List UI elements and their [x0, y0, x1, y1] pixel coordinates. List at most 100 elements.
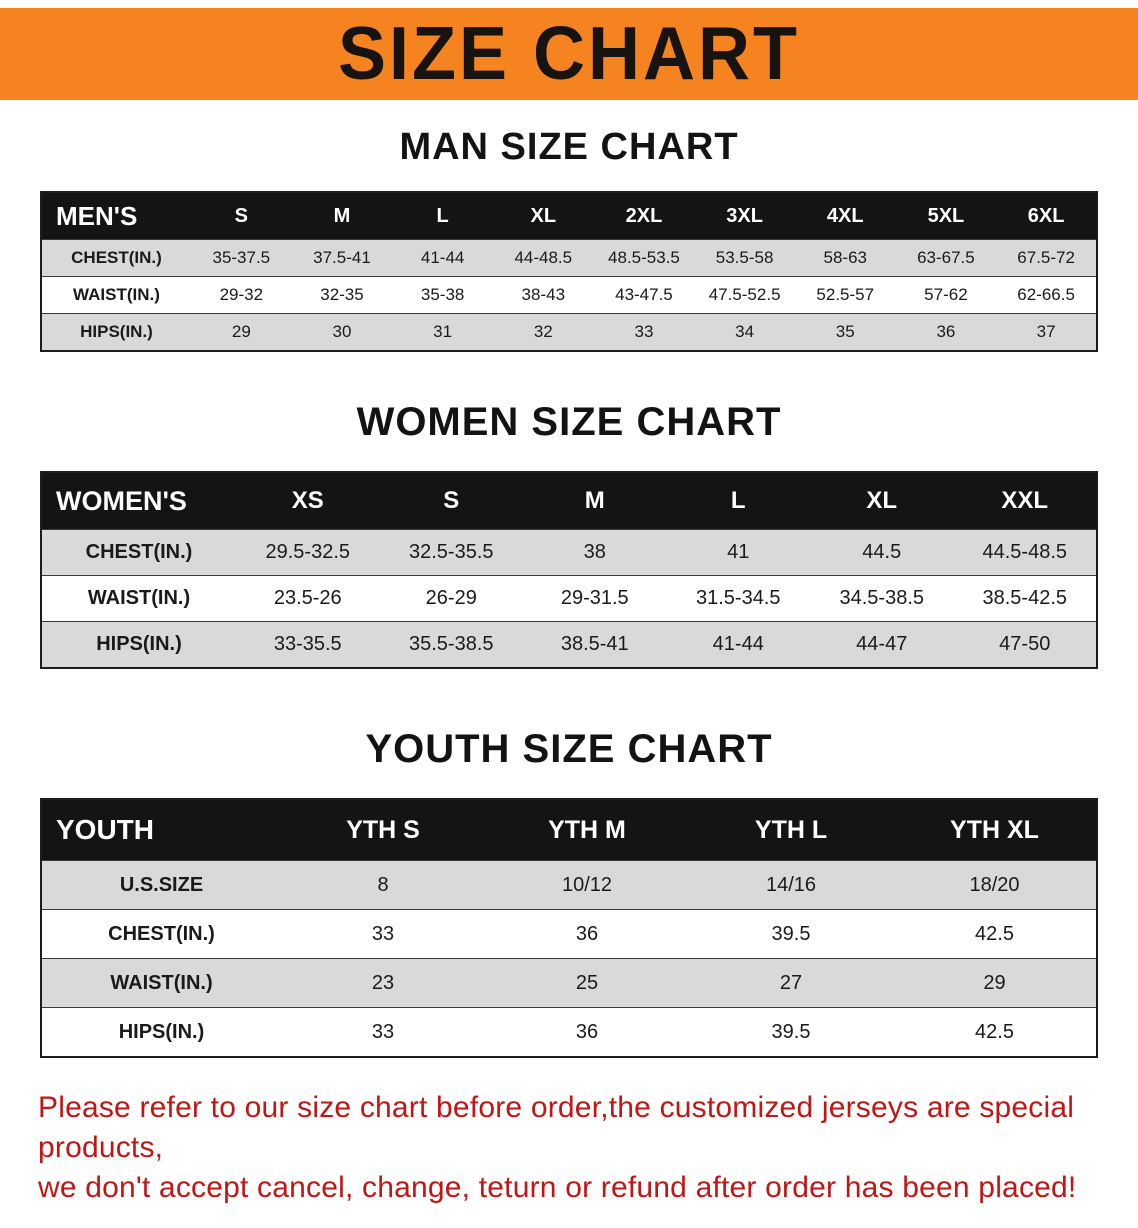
measurement-value-cell: 44.5-48.5 — [953, 529, 1097, 576]
measurement-value-cell: 35-37.5 — [191, 239, 292, 277]
measurement-value-cell: 44-48.5 — [492, 239, 594, 277]
measurement-value-cell: 35 — [794, 313, 896, 352]
youth-size-chart-heading: YOUTH SIZE CHART — [365, 727, 773, 771]
table-row: WAIST(IN.) 29-32 32-35 35-38 38-43 43-47.5 47.… — [41, 276, 1097, 314]
measurement-value-cell: 36 — [485, 1007, 689, 1058]
size-column-header-cell: 5XL — [895, 192, 997, 240]
measurement-value-cell: 33 — [593, 313, 695, 352]
measurement-value-cell: 10/12 — [485, 860, 689, 910]
table-row: HIPS(IN.) 33 36 39.5 42.5 — [41, 1007, 1097, 1058]
table-row: CHEST(IN.) 33 36 39.5 42.5 — [41, 909, 1097, 959]
size-column-header-cell: XS — [236, 472, 380, 530]
measurement-value-cell: 47.5-52.5 — [694, 276, 795, 314]
measurement-value-cell: 32-35 — [291, 276, 393, 314]
measurement-value-cell: 33-35.5 — [236, 621, 380, 669]
size-column-header-cell: YTH L — [689, 799, 893, 861]
measurement-value-cell: 67.5-72 — [996, 239, 1097, 277]
footer-disclaimer-line1: Please refer to our size chart before or… — [38, 1091, 1075, 1164]
row-label-cell: WAIST(IN.) — [41, 276, 191, 314]
size-column-header-cell: 2XL — [593, 192, 695, 240]
measurement-value-cell: 26-29 — [379, 575, 523, 622]
measurement-value-cell: 48.5-53.5 — [593, 239, 695, 277]
measurement-value-cell: 37.5-41 — [291, 239, 393, 277]
size-column-header-cell: 6XL — [996, 192, 1097, 240]
table-row: U.S.SIZE 8 10/12 14/16 18/20 — [41, 860, 1097, 910]
measurement-value-cell: 39.5 — [689, 1007, 893, 1058]
size-column-header-cell: L — [392, 192, 493, 240]
size-column-header-cell: YTH M — [485, 799, 689, 861]
measurement-value-cell: 29-31.5 — [523, 575, 667, 622]
row-label-cell: WAIST(IN.) — [41, 575, 236, 622]
table-header-row: MEN'S S M L XL 2XL 3XL 4XL 5XL 6XL — [41, 192, 1097, 240]
table-row: HIPS(IN.) 33-35.5 35.5-38.5 38.5-41 41-44 44-… — [41, 621, 1097, 669]
table-row: WAIST(IN.) 23.5-26 26-29 29-31.5 31.5-34.5 34… — [41, 575, 1097, 622]
measurement-value-cell: 37 — [996, 313, 1097, 352]
size-column-header-cell: M — [523, 472, 667, 530]
size-column-header-cell: 4XL — [794, 192, 896, 240]
measurement-value-cell: 44-47 — [810, 621, 954, 669]
table-row: CHEST(IN.) 29.5-32.5 32.5-35.5 38 41 44.5 44.5… — [41, 529, 1097, 576]
table-title-cell: WOMEN'S — [41, 472, 236, 530]
size-column-header-cell: XL — [492, 192, 594, 240]
banner-title: SIZE CHART — [338, 12, 800, 97]
measurement-value-cell: 23.5-26 — [236, 575, 380, 622]
measurement-value-cell: 30 — [291, 313, 393, 352]
measurement-value-cell: 44.5 — [810, 529, 954, 576]
measurement-value-cell: 31.5-34.5 — [666, 575, 810, 622]
table-title-cell: YOUTH — [41, 799, 281, 861]
measurement-value-cell: 52.5-57 — [794, 276, 896, 314]
size-column-header-cell: 3XL — [694, 192, 795, 240]
size-column-header-cell: S — [379, 472, 523, 530]
size-column-header-cell: YTH S — [281, 799, 485, 861]
measurement-value-cell: 32.5-35.5 — [379, 529, 523, 576]
size-column-header-cell: S — [191, 192, 292, 240]
measurement-value-cell: 58-63 — [794, 239, 896, 277]
table-row: HIPS(IN.) 29 30 31 32 33 34 35 36 37 — [41, 313, 1097, 352]
measurement-value-cell: 29.5-32.5 — [236, 529, 380, 576]
measurement-value-cell: 63-67.5 — [895, 239, 997, 277]
size-column-header-cell: XXL — [953, 472, 1097, 530]
man-size-chart-heading: MAN SIZE CHART — [399, 126, 739, 168]
measurement-value-cell: 29 — [191, 313, 292, 352]
measurement-value-cell: 42.5 — [893, 909, 1097, 959]
measurement-value-cell: 31 — [392, 313, 493, 352]
measurement-value-cell: 34 — [694, 313, 795, 352]
row-label-cell: HIPS(IN.) — [41, 621, 236, 669]
measurement-value-cell: 39.5 — [689, 909, 893, 959]
measurement-value-cell: 43-47.5 — [593, 276, 695, 314]
measurement-value-cell: 23 — [281, 958, 485, 1008]
measurement-value-cell: 41 — [666, 529, 810, 576]
measurement-value-cell: 42.5 — [893, 1007, 1097, 1058]
measurement-value-cell: 25 — [485, 958, 689, 1008]
measurement-value-cell: 62-66.5 — [996, 276, 1097, 314]
size-column-header-cell: XL — [810, 472, 954, 530]
table-header-row: WOMEN'S XS S M L XL XXL — [41, 472, 1097, 530]
measurement-value-cell: 36 — [485, 909, 689, 959]
measurement-value-cell: 32 — [492, 313, 594, 352]
measurement-value-cell: 38 — [523, 529, 667, 576]
table-row: CHEST(IN.) 35-37.5 37.5-41 41-44 44-48.5 48.5… — [41, 239, 1097, 277]
men-size-table: MEN'S S M L XL 2XL 3XL 4XL 5XL 6XL CHEST(IN.) 35-37… — [40, 191, 1098, 352]
size-column-header-cell: M — [291, 192, 393, 240]
youth-size-table: YOUTH YTH S YTH M YTH L YTH XL U.S.SIZE 8 10/12… — [40, 798, 1098, 1058]
footer-disclaimer-line2: we don't accept cancel, change, teturn o… — [38, 1170, 1077, 1204]
measurement-value-cell: 38.5-41 — [523, 621, 667, 669]
measurement-value-cell: 35.5-38.5 — [379, 621, 523, 669]
row-label-cell: HIPS(IN.) — [41, 313, 191, 352]
banner: SIZE CHART — [0, 8, 1138, 100]
measurement-value-cell: 41-44 — [666, 621, 810, 669]
women-size-chart-heading: WOMEN SIZE CHART — [356, 400, 782, 444]
row-label-cell: CHEST(IN.) — [41, 529, 236, 576]
women-size-table: WOMEN'S XS S M L XL XXL CHEST(IN.) 29.5-32.5 32.5… — [40, 471, 1098, 669]
measurement-value-cell: 27 — [689, 958, 893, 1008]
size-column-header-cell: YTH XL — [893, 799, 1097, 861]
size-column-header-cell: L — [666, 472, 810, 530]
measurement-value-cell: 29-32 — [191, 276, 292, 314]
table-title-cell: MEN'S — [41, 192, 191, 240]
row-label-cell: CHEST(IN.) — [41, 909, 281, 959]
measurement-value-cell: 35-38 — [392, 276, 493, 314]
row-label-cell: CHEST(IN.) — [41, 239, 191, 277]
measurement-value-cell: 14/16 — [689, 860, 893, 910]
measurement-value-cell: 57-62 — [895, 276, 997, 314]
table-header-row: YOUTH YTH S YTH M YTH L YTH XL — [41, 799, 1097, 861]
